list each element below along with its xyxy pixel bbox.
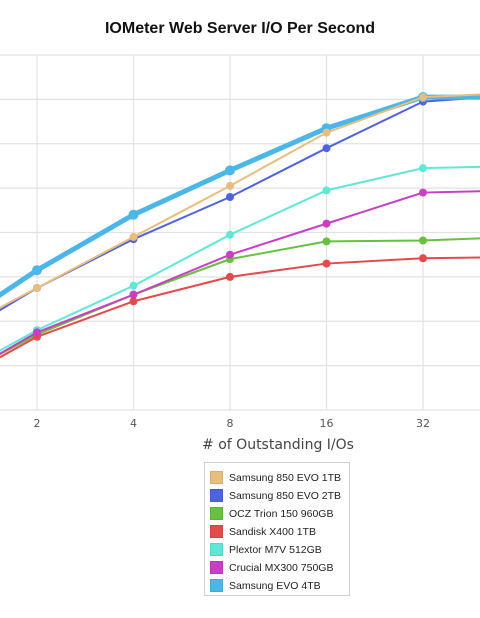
series-samsung-evo-4tb [0, 92, 480, 298]
data-point[interactable] [225, 165, 235, 176]
data-point[interactable] [322, 186, 331, 195]
legend-swatch [210, 525, 223, 538]
data-point[interactable] [129, 281, 138, 290]
grid [0, 54, 480, 411]
legend-item[interactable]: Samsung 850 EVO 2TB [210, 487, 341, 504]
data-point[interactable] [322, 259, 331, 268]
data-point[interactable] [322, 128, 331, 137]
series-samsung-850-evo-1tb [0, 93, 480, 309]
x-tick-label: 32 [416, 417, 430, 430]
data-point[interactable] [322, 237, 331, 246]
data-point[interactable] [129, 297, 138, 306]
legend-label: OCZ Trion 150 960GB [229, 507, 334, 520]
data-point[interactable] [129, 290, 138, 299]
x-tick-label: 8 [227, 417, 234, 430]
legend-label: Samsung 850 EVO 1TB [229, 471, 342, 484]
legend-item[interactable]: Crucial MX300 750GB [210, 559, 333, 576]
series-line [0, 96, 480, 312]
x-axis-title: # of Outstanding I/Os [202, 437, 354, 453]
data-point[interactable] [226, 250, 234, 259]
series-line [0, 93, 480, 309]
legend-item[interactable]: Samsung EVO 4TB [210, 577, 321, 594]
data-point[interactable] [33, 283, 41, 292]
data-point[interactable] [226, 193, 234, 201]
data-point[interactable] [128, 209, 139, 220]
data-point[interactable] [32, 265, 42, 276]
series-crucial-mx300-750gb [0, 188, 480, 355]
legend-label: Crucial MX300 750GB [229, 561, 334, 574]
data-point[interactable] [33, 328, 41, 337]
legend-label: Sandisk X400 1TB [229, 525, 316, 538]
data-point[interactable] [129, 232, 138, 241]
x-tick-label: 2 [34, 417, 41, 430]
legend-swatch [210, 543, 223, 556]
data-point[interactable] [226, 272, 234, 281]
legend-item[interactable]: Sandisk X400 1TB [210, 523, 316, 540]
legend-swatch [210, 489, 223, 502]
x-tick-label: 16 [320, 417, 334, 430]
data-point[interactable] [226, 181, 234, 190]
legend-swatch [210, 579, 223, 592]
data-point[interactable] [322, 219, 331, 228]
legend-item[interactable]: Samsung 850 EVO 1TB [210, 469, 341, 486]
legend-item[interactable]: Plextor M7V 512GB [210, 541, 322, 558]
series-line [0, 190, 480, 355]
legend-swatch [210, 561, 223, 574]
data-point[interactable] [419, 254, 427, 263]
data-point[interactable] [419, 236, 427, 245]
chart-title: IOMeter Web Server I/O Per Second [104, 20, 376, 37]
data-point[interactable] [322, 144, 331, 153]
legend-label: Samsung EVO 4TB [229, 579, 321, 592]
legend-swatch [210, 471, 223, 484]
legend-item[interactable]: OCZ Trion 150 960GB [210, 505, 333, 522]
x-tick-label: 4 [130, 417, 137, 430]
legend-label: Samsung 850 EVO 2TB [229, 489, 342, 502]
x-tick-labels: 2 4 8 16 32 [34, 417, 431, 430]
data-point[interactable] [419, 93, 427, 102]
series-samsung-850-evo-2tb [0, 96, 480, 312]
legend-swatch [210, 507, 223, 520]
data-point[interactable] [419, 188, 427, 197]
legend-label: Plextor M7V 512GB [229, 543, 322, 556]
legend: Samsung 850 EVO 1TB Samsung 850 EVO 2TB OC… [204, 462, 350, 596]
series-sandisk-x400-1tb [0, 254, 480, 359]
data-point[interactable] [419, 164, 427, 173]
data-point[interactable] [226, 230, 234, 239]
series-line [0, 94, 480, 298]
series-layer [0, 92, 480, 359]
